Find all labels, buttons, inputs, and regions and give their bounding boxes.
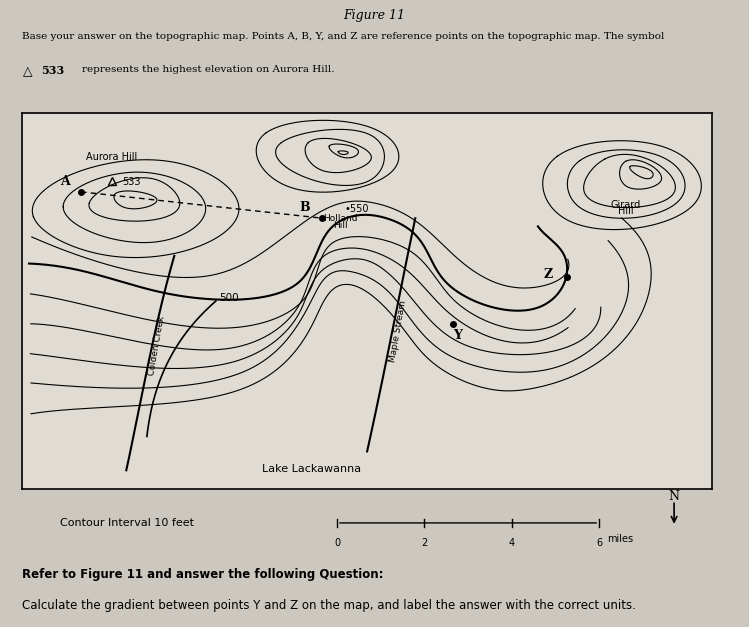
Text: represents the highest elevation on Aurora Hill.: represents the highest elevation on Auro…: [82, 65, 335, 75]
Text: Base your answer on the topographic map. Points A, B, Y, and Z are reference poi: Base your answer on the topographic map.…: [22, 31, 665, 41]
Text: 533: 533: [41, 65, 64, 76]
Text: 4: 4: [509, 538, 515, 548]
Text: Girard: Girard: [610, 200, 640, 210]
Text: Hill: Hill: [333, 221, 348, 230]
Text: Figure 11: Figure 11: [344, 9, 405, 22]
Text: Calculate the gradient between points Y and Z on the map, and label the answer w: Calculate the gradient between points Y …: [22, 599, 637, 613]
Text: N: N: [669, 490, 679, 503]
Text: Y: Y: [453, 329, 462, 342]
Text: Colden Creek: Colden Creek: [147, 315, 166, 377]
Text: 500: 500: [219, 293, 238, 303]
Text: Hill: Hill: [618, 206, 633, 216]
Text: miles: miles: [607, 534, 633, 544]
Text: A: A: [61, 175, 70, 188]
Text: 533: 533: [122, 177, 141, 187]
Text: 6: 6: [596, 538, 602, 548]
Text: △: △: [22, 65, 32, 78]
Text: Z: Z: [544, 268, 553, 281]
Text: B: B: [300, 201, 310, 214]
Text: Lake Lackawanna: Lake Lackawanna: [262, 464, 362, 474]
Text: 2: 2: [421, 538, 428, 548]
Text: Aurora Hill: Aurora Hill: [86, 152, 138, 162]
Text: •550: •550: [345, 204, 369, 214]
Text: Holland: Holland: [324, 214, 358, 223]
Text: Maple Stream: Maple Stream: [388, 299, 408, 363]
Text: 0: 0: [334, 538, 340, 548]
Text: Contour Interval 10 feet: Contour Interval 10 feet: [60, 518, 194, 528]
Text: Refer to Figure 11 and answer the following Question:: Refer to Figure 11 and answer the follow…: [22, 568, 384, 581]
